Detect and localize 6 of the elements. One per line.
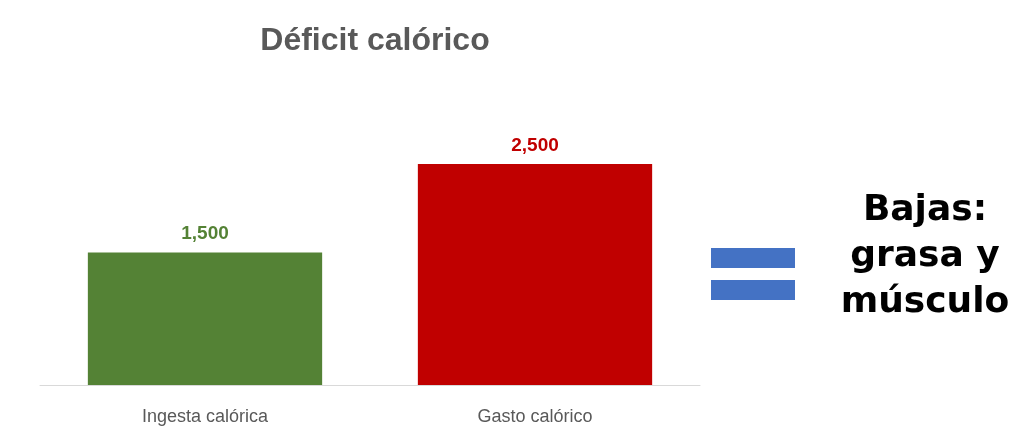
chart-title: Déficit calórico [260,21,490,57]
x-tick-label: Ingesta calórica [141,406,270,426]
data-label: 2,500 [511,134,559,155]
data-label: 1,500 [181,222,229,244]
text: Bajas: grasa y músculo [839,186,1011,322]
x-tick-label: Gasto calórico [477,406,593,426]
